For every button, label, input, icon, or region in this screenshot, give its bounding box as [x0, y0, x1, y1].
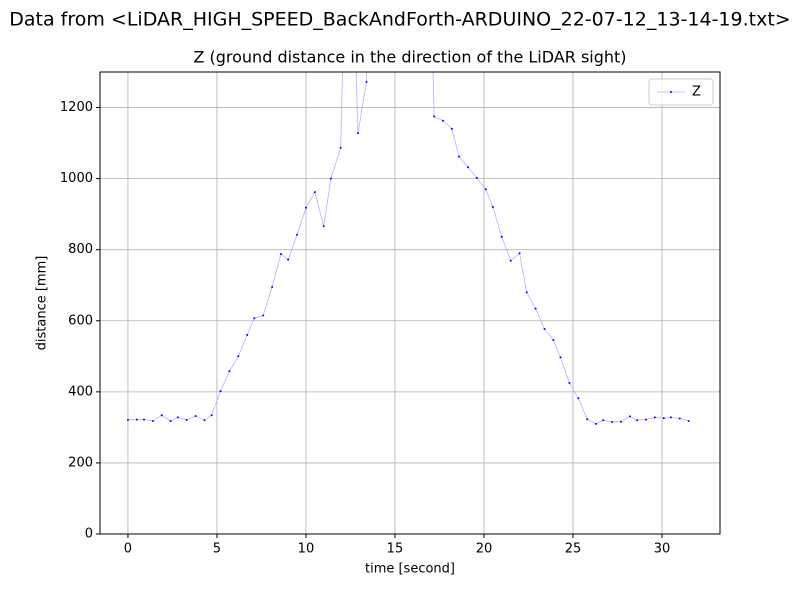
data-point: [365, 80, 368, 83]
data-point: [253, 317, 256, 320]
data-point: [142, 418, 145, 421]
data-point: [339, 146, 342, 149]
data-point: [176, 416, 179, 419]
x-tick-label: 20: [476, 542, 493, 557]
data-point: [628, 415, 631, 418]
legend-label: Z: [692, 85, 701, 100]
data-point: [611, 421, 614, 424]
grid: [100, 72, 720, 535]
data-point: [126, 418, 129, 421]
data-point: [433, 115, 436, 118]
legend: Z: [648, 78, 714, 106]
data-point: [194, 415, 197, 418]
data-point: [271, 286, 274, 289]
data-point: [568, 381, 571, 384]
data-point: [280, 252, 283, 255]
data-point: [525, 291, 528, 294]
x-tick-label: 30: [654, 542, 671, 557]
x-tick-label: 0: [124, 542, 132, 557]
data-point: [322, 225, 325, 228]
data-point: [313, 191, 316, 194]
data-point: [491, 206, 494, 209]
legend-marker: [670, 91, 672, 93]
data-point: [262, 314, 265, 317]
y-axis-label: distance [mm]: [35, 256, 50, 351]
y-tick-label: 400: [68, 384, 93, 399]
y-tick-label: 0: [85, 527, 93, 542]
data-line: [127, 72, 689, 425]
y-tick-label: 800: [68, 242, 93, 257]
data-point: [586, 418, 589, 421]
data-point: [644, 418, 647, 421]
data-point: [662, 417, 665, 420]
data-point: [500, 235, 503, 238]
data-point: [602, 419, 605, 422]
data-point: [246, 333, 249, 336]
data-point: [466, 166, 469, 169]
data-point: [559, 356, 562, 359]
data-point: [534, 307, 537, 310]
y-tick-label: 1000: [60, 171, 93, 186]
data-point: [458, 155, 461, 158]
suptitle: Data from <LiDAR_HIGH_SPEED_BackAndForth…: [9, 9, 790, 31]
plot-area: [126, 72, 690, 425]
data-point: [329, 177, 332, 180]
data-point: [450, 127, 453, 130]
y-tick-label: 600: [68, 313, 93, 328]
data-point: [636, 419, 639, 422]
y-tick-label: 200: [68, 455, 93, 470]
data-point: [653, 416, 656, 419]
data-point: [552, 338, 555, 341]
chart-title: Z (ground distance in the direction of t…: [193, 48, 626, 67]
axes-frame: [99, 71, 721, 535]
data-point: [543, 327, 546, 330]
data-point: [620, 420, 623, 423]
data-point: [185, 418, 188, 421]
data-point: [203, 419, 206, 422]
data-point: [296, 233, 299, 236]
data-point: [595, 422, 598, 425]
data-point: [219, 390, 222, 393]
data-point: [442, 119, 445, 122]
data-point: [356, 132, 359, 135]
data-point: [169, 419, 172, 422]
data-point: [304, 206, 307, 209]
x-tick-label: 10: [298, 542, 315, 557]
data-point: [475, 176, 478, 179]
data-point: [678, 417, 681, 420]
x-tick-label: 15: [387, 542, 404, 557]
data-point: [237, 355, 240, 358]
data-point: [518, 252, 521, 255]
data-point: [687, 419, 690, 422]
data-point: [287, 258, 290, 261]
x-axis-label: time [second]: [365, 562, 455, 577]
data-point: [135, 418, 138, 421]
data-point: [210, 414, 213, 417]
data-point: [228, 370, 231, 373]
x-tick-label: 5: [213, 542, 221, 557]
data-point: [151, 419, 154, 422]
x-tick-label: 25: [565, 542, 582, 557]
data-point: [160, 414, 163, 417]
data-point: [484, 188, 487, 191]
y-tick-label: 1200: [60, 100, 93, 115]
data-point: [669, 416, 672, 419]
data-point: [509, 259, 512, 262]
data-point: [577, 397, 580, 400]
